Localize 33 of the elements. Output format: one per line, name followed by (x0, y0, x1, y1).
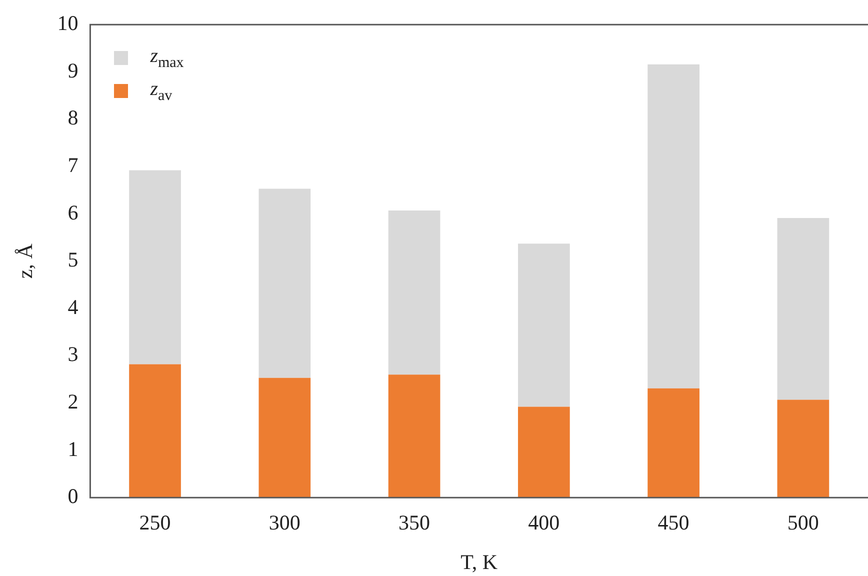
x-tick-label: 400 (528, 510, 560, 535)
x-tick-label: 300 (268, 510, 300, 535)
y-axis-title: z, Å (13, 242, 38, 279)
bar (518, 244, 570, 407)
bar (777, 400, 830, 498)
y-tick-label: 1 (68, 436, 78, 461)
bar (648, 388, 700, 498)
y-tick-label: 9 (68, 58, 78, 82)
legend-label: z$_{av}$ (150, 78, 172, 105)
legend-label: z$_{max}$ (150, 44, 184, 72)
bar (129, 170, 181, 364)
bar (258, 188, 311, 378)
y-tick-label: 10 (57, 11, 78, 36)
bar (388, 374, 440, 498)
x-axis-title: T, K (460, 550, 498, 574)
x-tick-label: 450 (658, 510, 690, 535)
bar (518, 406, 570, 498)
y-tick-label: 4 (68, 294, 79, 319)
bar (129, 364, 181, 498)
bar (388, 210, 440, 375)
y-tick-label: 3 (68, 342, 78, 366)
y-tick-label: 5 (68, 248, 78, 272)
y-tick-label: 2 (68, 390, 78, 414)
x-tick-label: 350 (398, 510, 430, 535)
bar (777, 218, 830, 400)
x-tick-label: 250 (139, 510, 171, 535)
bar (648, 64, 700, 388)
y-tick-label: 6 (68, 200, 78, 224)
bar (258, 378, 311, 498)
x-tick-label: 500 (787, 510, 819, 535)
y-tick-label: 8 (68, 106, 78, 130)
y-tick-label: 7 (68, 153, 78, 178)
y-tick-label: 0 (68, 484, 78, 508)
